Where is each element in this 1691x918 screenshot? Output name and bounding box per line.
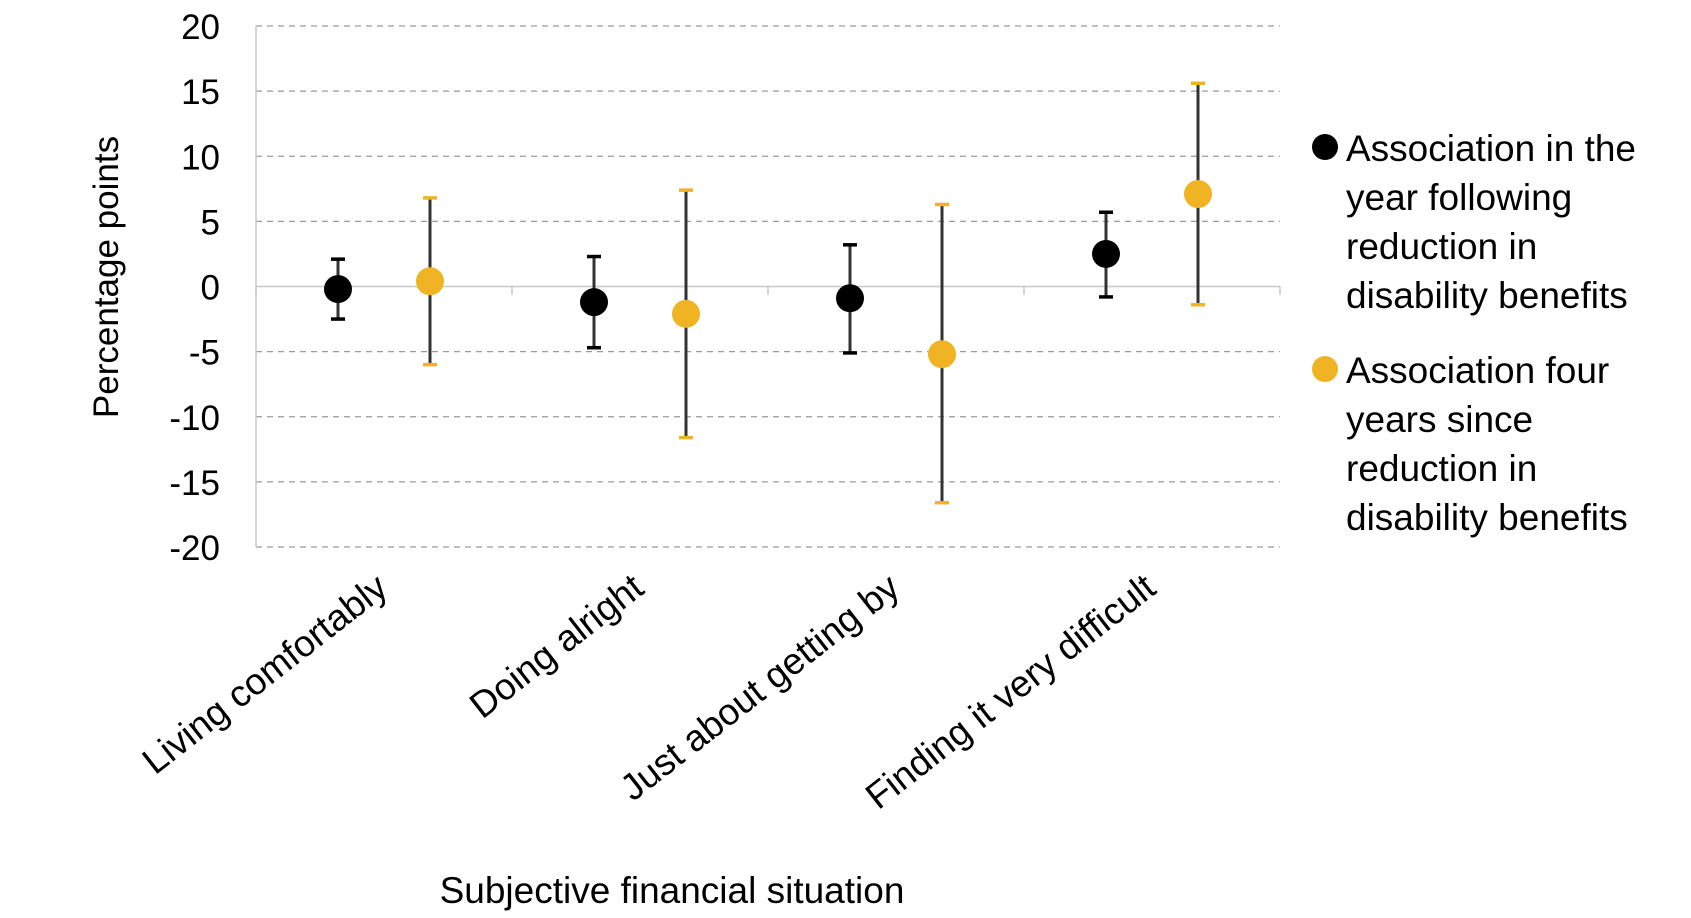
y-tick-label: 20 (181, 8, 220, 47)
series-layer (324, 81, 1212, 505)
y-tick-label: -15 (169, 464, 220, 503)
data-point (836, 284, 864, 313)
legend: Association in the year following reduct… (1312, 124, 1682, 568)
series-2 (416, 81, 1212, 505)
x-tick-label: Just about getting by (613, 566, 908, 809)
y-tick-label: 15 (181, 73, 220, 112)
y-axis-label: Percentage points (87, 136, 126, 418)
x-tick-label: Living comfortably (135, 566, 396, 782)
y-tick-label: -5 (189, 334, 220, 373)
data-point (324, 275, 352, 304)
legend-label-series-2: Association four years since reduction i… (1346, 350, 1628, 538)
data-point (1184, 180, 1212, 209)
gridlines (256, 25, 1280, 548)
x-tick-label: Doing alright (462, 566, 652, 727)
y-tick-labels: 20 15 10 5 0 -5 -10 -15 -20 (169, 8, 220, 568)
data-point (416, 267, 444, 296)
y-tick-label: 10 (181, 138, 220, 177)
y-tick-label: 5 (201, 203, 220, 242)
y-tick-label: -10 (169, 399, 220, 438)
legend-item-series-1: Association in the year following reduct… (1312, 124, 1682, 320)
y-tick-label: -20 (169, 529, 220, 568)
data-point (1092, 239, 1120, 268)
series-1 (324, 210, 1120, 355)
x-tick-label: Finding it very difficult (858, 566, 1164, 817)
legend-label-series-1: Association in the year following reduct… (1346, 128, 1637, 316)
data-point (928, 340, 956, 369)
data-point (672, 299, 700, 328)
legend-marker-gold (1312, 356, 1338, 382)
y-tick-label: 0 (201, 269, 220, 308)
x-axis-label: Subjective financial situation (440, 870, 905, 911)
data-point (580, 288, 608, 317)
legend-item-series-2: Association four years since reduction i… (1312, 346, 1682, 542)
axes (255, 26, 1281, 547)
legend-marker-black (1312, 134, 1338, 160)
